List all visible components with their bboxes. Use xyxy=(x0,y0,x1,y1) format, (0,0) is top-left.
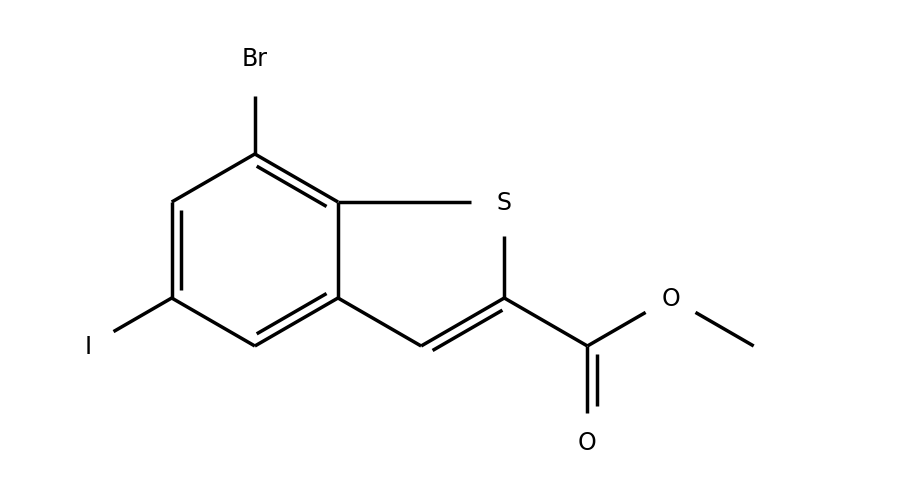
Text: S: S xyxy=(496,190,512,214)
Text: O: O xyxy=(661,287,680,311)
Text: O: O xyxy=(578,430,597,454)
Text: I: I xyxy=(85,334,93,358)
Text: Br: Br xyxy=(242,47,267,71)
